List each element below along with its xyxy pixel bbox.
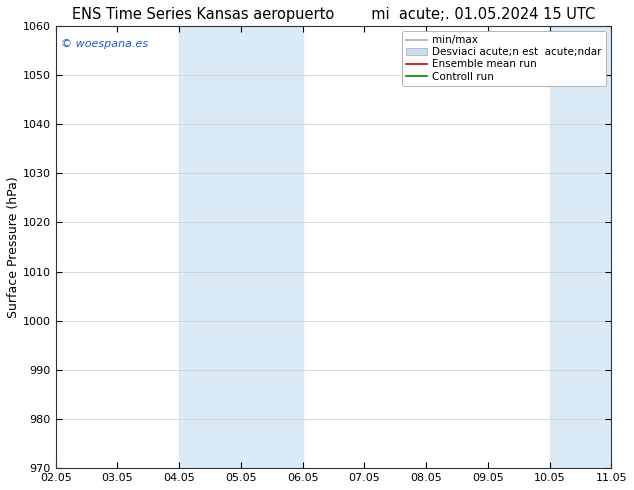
Title: ENS Time Series Kansas aeropuerto        mi  acute;. 01.05.2024 15 UTC: ENS Time Series Kansas aeropuerto mi acu… — [72, 7, 595, 22]
Text: © woespana.es: © woespana.es — [61, 39, 148, 49]
Bar — [241, 26, 302, 468]
Legend: min/max, Desviaci acute;n est  acute;ndar, Ensemble mean run, Controll run: min/max, Desviaci acute;n est acute;ndar… — [402, 31, 606, 86]
Y-axis label: Surface Pressure (hPa): Surface Pressure (hPa) — [7, 176, 20, 318]
Bar — [179, 26, 241, 468]
Bar — [550, 26, 611, 468]
